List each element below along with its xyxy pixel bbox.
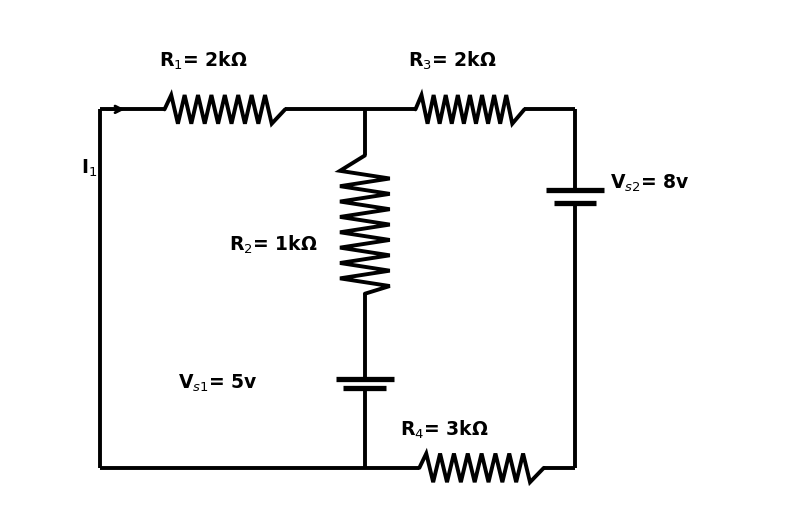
Text: R$_1$= 2kΩ: R$_1$= 2kΩ	[158, 49, 247, 72]
Text: V$_{s1}$= 5v: V$_{s1}$= 5v	[178, 373, 258, 394]
Text: R$_3$= 2kΩ: R$_3$= 2kΩ	[408, 49, 497, 72]
Text: R$_4$= 3kΩ: R$_4$= 3kΩ	[400, 418, 489, 441]
Text: I$_1$: I$_1$	[81, 158, 97, 179]
Text: V$_{s2}$= 8v: V$_{s2}$= 8v	[610, 173, 690, 194]
Text: R$_2$= 1kΩ: R$_2$= 1kΩ	[229, 234, 318, 256]
